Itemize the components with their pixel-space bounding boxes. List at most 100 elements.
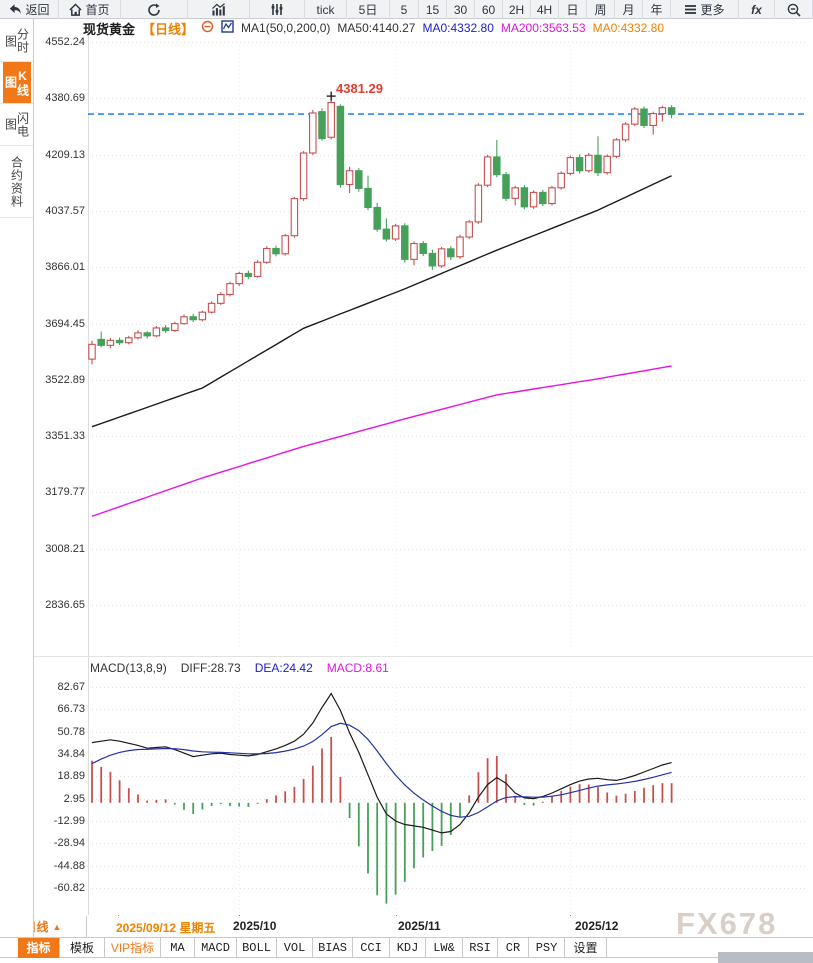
indicator-tab-CCI[interactable]: CCI — [353, 938, 390, 958]
peak-price-annotation: 4381.29 — [336, 81, 383, 96]
y-axis-label: 18.89 — [57, 770, 85, 783]
toolbar-5day-button[interactable]: 5日 — [347, 0, 390, 19]
toolbar-60min-button[interactable]: 60 — [475, 0, 503, 19]
x-axis-label: 2025/09/12 星期五 — [116, 921, 216, 935]
toolbar-4h-label: 4H — [536, 2, 553, 17]
toolbar-refresh-button[interactable] — [121, 0, 188, 19]
toolbar-2h-button[interactable]: 2H — [503, 0, 531, 19]
toolbar-15min-label: 15 — [425, 2, 440, 17]
macd-bar-value: MACD:8.61 — [326, 661, 389, 675]
indicator-tab-PSY[interactable]: PSY — [529, 938, 565, 958]
indicator-tab-KDJ[interactable]: KDJ — [390, 938, 426, 958]
zoom-out-icon — [787, 3, 801, 17]
y-axis-label: 4037.57 — [45, 204, 85, 217]
chevron-up-icon: ▲ — [52, 921, 62, 932]
sidebar-tab-label: 闪电图 — [3, 111, 30, 138]
y-axis-label: -28.94 — [53, 837, 85, 850]
indicator-tab-VOL[interactable]: VOL — [277, 938, 313, 958]
toolbar-back-label: 返回 — [25, 3, 50, 17]
sidebar-tab-time-chart[interactable]: 分时图 — [0, 21, 33, 62]
toolbar-tick-button[interactable]: tick — [305, 0, 347, 19]
ma-indicator-icon[interactable] — [221, 20, 234, 36]
watermark: FX678 — [676, 906, 778, 941]
y-axis-label: 2.95 — [63, 792, 85, 805]
y-axis-label: 82.67 — [57, 681, 85, 693]
indicator-tab-BIAS[interactable]: BIAS — [313, 938, 353, 958]
indicator-tab-bar: 指标 模板 VIP指标 MA MACD BOLL VOL BIAS CCI KDJ LW& RSI CR… — [0, 937, 813, 958]
x-axis-label: 2025/12 — [575, 919, 619, 933]
chart-type-sidebar: 分时图 K线图闪电图合约资料 — [0, 19, 34, 937]
toolbar-day-label: 日 — [566, 3, 579, 17]
collapse-panel-icon[interactable] — [201, 20, 214, 36]
y-axis-label: 3179.77 — [45, 486, 85, 499]
toolbar-year-label: 年 — [650, 3, 663, 17]
bars-chart-icon — [211, 3, 226, 16]
toolbar-60min-label: 60 — [481, 2, 496, 17]
y-axis-label: 3866.01 — [45, 261, 85, 274]
toolbar-zoom-out-button[interactable] — [775, 0, 813, 19]
toolbar-30min-label: 30 — [453, 2, 468, 17]
ma0-value-orange: MA0:4332.80 — [592, 21, 664, 35]
sidebar-tab-label: K线图 — [2, 62, 31, 103]
toolbar-month-button[interactable]: 月 — [615, 0, 643, 19]
toolbar-tick-label: tick — [316, 2, 335, 17]
x-axis-label: 2025/10 — [233, 919, 277, 933]
chart-legend: 现货黄金 【日线】 MA1(50,0,200,0) MA50:4140.27 M… — [83, 20, 664, 37]
indicator-tab-模板[interactable]: 模板 — [60, 938, 105, 958]
x-axis-label: 2025/11 — [398, 919, 441, 933]
toolbar-year-button[interactable]: 年 — [643, 0, 671, 19]
toolbar-indicator-settings-button[interactable] — [250, 0, 305, 19]
toolbar-chart-type-button[interactable] — [188, 0, 250, 19]
toolbar-more-label: 更多 — [700, 3, 725, 17]
toolbar-fx-label: fx — [751, 2, 762, 17]
y-axis-label: 34.84 — [57, 747, 85, 760]
indicator-tab-BOLL[interactable]: BOLL — [237, 938, 277, 958]
refresh-icon — [147, 3, 161, 17]
indicator-tab-MACD[interactable]: MACD — [195, 938, 237, 958]
toolbar-2h-label: 2H — [508, 2, 525, 17]
ma-settings: MA1(50,0,200,0) — [241, 21, 331, 35]
indicator-tab-设置[interactable]: 设置 — [565, 938, 607, 958]
toolbar-week-button[interactable]: 周 — [587, 0, 615, 19]
y-axis-label: 3351.33 — [45, 430, 85, 443]
x-axis-row: 日线 ▲ 2025/09/12 星期五 2025/10 2025/11 2025/12 — [0, 916, 813, 937]
toolbar-home-label: 首页 — [85, 3, 110, 17]
toolbar-30min-button[interactable]: 30 — [447, 0, 475, 19]
sidebar-tab-label: 分时图 — [3, 28, 30, 54]
y-axis-label: 3694.45 — [45, 317, 85, 330]
indicator-tab-RSI[interactable]: RSI — [463, 938, 498, 958]
indicator-tab-CR[interactable]: CR — [498, 938, 529, 958]
y-axis-label: 66.73 — [57, 703, 85, 716]
toolbar-home-button[interactable]: 首页 — [59, 0, 121, 19]
toolbar-5min-label: 5 — [400, 2, 408, 17]
toolbar-fx-button[interactable]: fx — [739, 0, 775, 19]
horizontal-scrollbar-thumb[interactable] — [718, 952, 813, 963]
y-axis-label: 2836.65 — [45, 599, 85, 612]
indicator-tab-LW&[interactable]: LW& — [426, 938, 463, 958]
indicator-tab-指标[interactable]: 指标 — [18, 938, 60, 958]
indicator-tab-VIP指标[interactable]: VIP指标 — [105, 938, 161, 958]
indicator-tab-MA[interactable]: MA — [161, 938, 195, 958]
toolbar-15min-button[interactable]: 15 — [419, 0, 447, 19]
sidebar-tab-lightning-chart[interactable]: 闪电图 — [0, 104, 33, 146]
toolbar-more-button[interactable]: 更多 — [671, 0, 739, 19]
sliders-icon — [270, 3, 284, 16]
toolbar-day-button[interactable]: 日 — [559, 0, 587, 19]
home-icon — [69, 3, 83, 16]
instrument-name: 现货黄金 — [83, 21, 136, 37]
toolbar-back-button[interactable]: 返回 — [0, 0, 59, 19]
y-axis-label: 3522.89 — [45, 373, 85, 386]
macd-diff-value: DIFF:28.73 — [180, 661, 241, 675]
toolbar-4h-button[interactable]: 4H — [531, 0, 559, 19]
toolbar-5min-button[interactable]: 5 — [390, 0, 419, 19]
sidebar-tab-contract-info[interactable]: 合约资料 — [0, 146, 33, 218]
y-axis-label: -60.82 — [53, 881, 85, 894]
period-tag: 【日线】 — [142, 21, 195, 37]
sidebar-tab-kline-chart[interactable]: K线图 — [0, 62, 33, 104]
toolbar-5day-label: 5日 — [358, 3, 378, 17]
ma200-value: MA200:3563.53 — [500, 21, 586, 35]
toolbar-month-label: 月 — [622, 3, 635, 17]
more-icon — [684, 4, 697, 15]
